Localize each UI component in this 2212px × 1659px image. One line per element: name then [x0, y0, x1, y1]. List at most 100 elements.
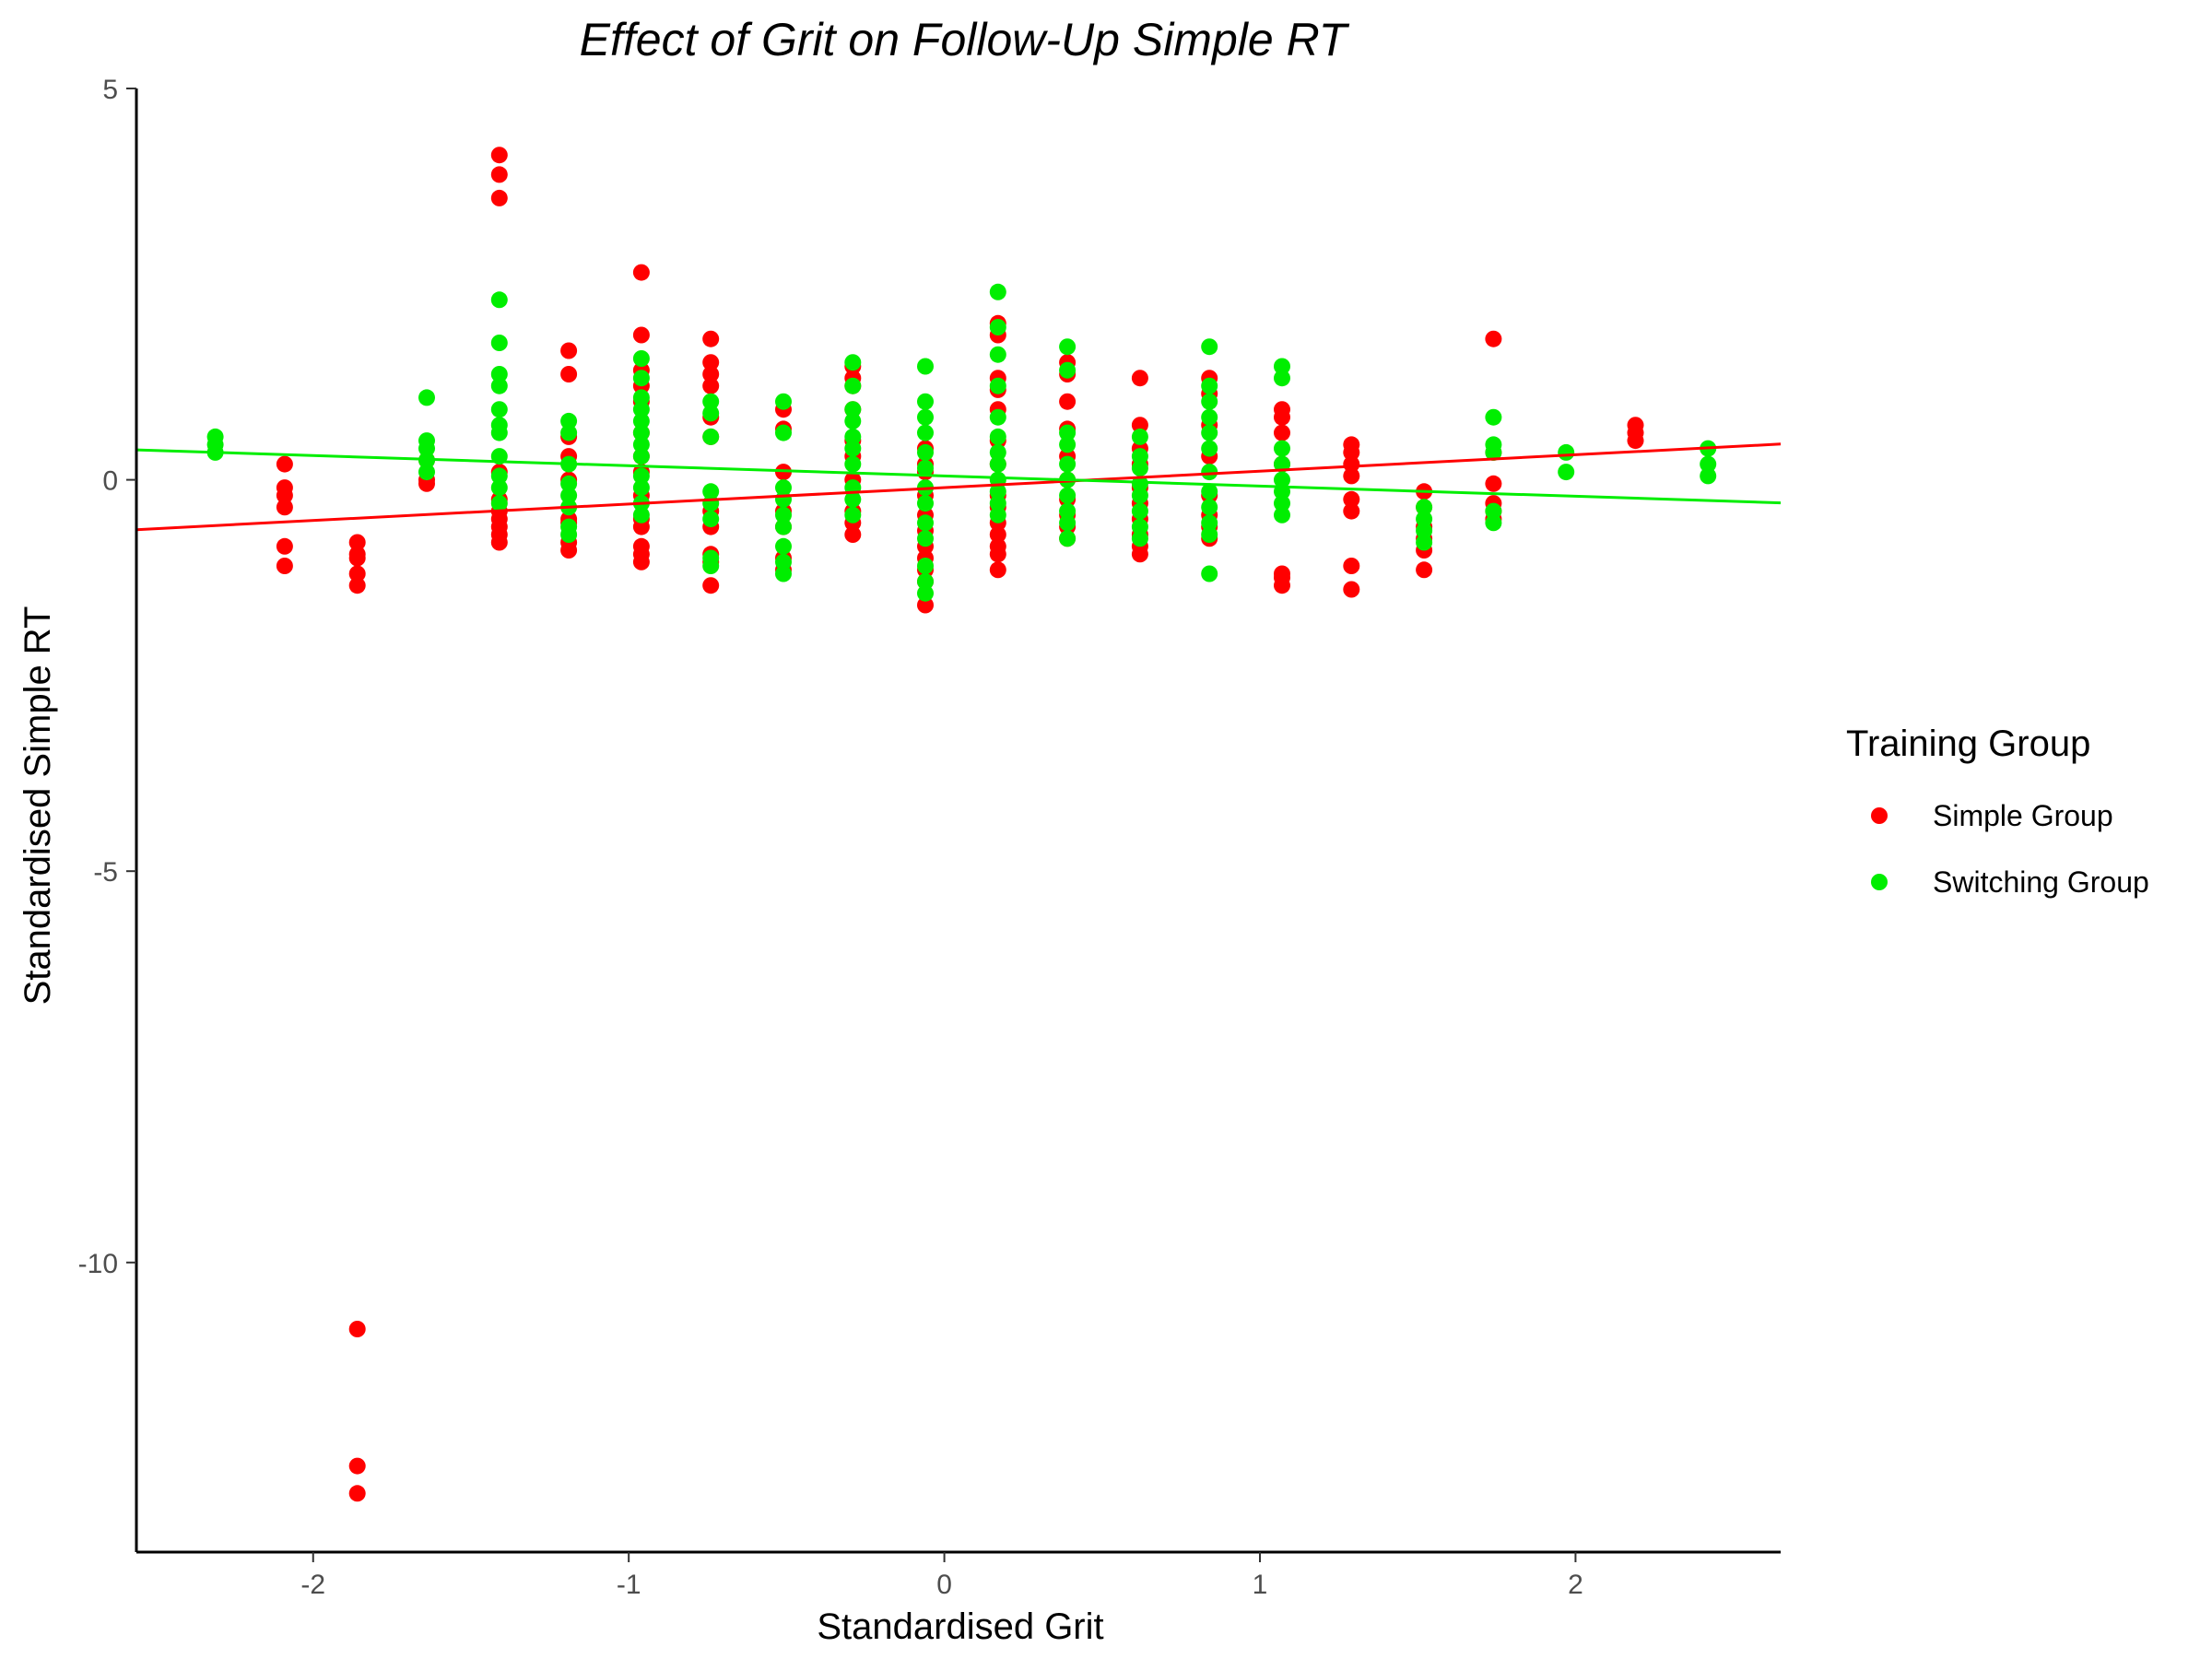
point-switching-group [702, 495, 720, 512]
point-simple-group [1274, 577, 1290, 594]
point-switching-group [844, 377, 862, 394]
point-switching-group [1059, 455, 1077, 473]
point-simple-group [1485, 475, 1502, 492]
legend-title: Training Group [1846, 724, 2090, 764]
point-switching-group [490, 377, 508, 394]
legend-key-switching-group [1871, 874, 1888, 890]
point-simple-group [276, 487, 293, 504]
point-switching-group [1416, 511, 1433, 528]
legend-label-switching-group: Switching Group [1933, 865, 2149, 899]
point-switching-group [917, 358, 934, 375]
point-switching-group [632, 436, 650, 453]
point-switching-group [632, 479, 650, 497]
point-switching-group [844, 401, 862, 418]
point-switching-group [844, 490, 862, 508]
point-switching-group [917, 495, 934, 512]
point-switching-group [1059, 436, 1077, 453]
point-switching-group [1131, 502, 1148, 520]
point-switching-group [917, 573, 934, 590]
point-switching-group [775, 424, 792, 441]
point-switching-group [490, 424, 508, 441]
point-simple-group [348, 565, 366, 582]
point-switching-group [490, 291, 508, 309]
point-simple-group [1274, 424, 1290, 441]
y-tick-label: 0 [102, 466, 118, 497]
point-switching-group [490, 479, 508, 497]
point-simple-group [1059, 393, 1077, 410]
point-switching-group [1201, 424, 1218, 441]
point-switching-group [1274, 495, 1290, 512]
point-simple-group [989, 561, 1006, 579]
point-switching-group [702, 393, 720, 410]
point-simple-group [1131, 546, 1148, 563]
y-axis-title: Standardised Simple RT [18, 606, 58, 1006]
point-switching-group [844, 412, 862, 429]
point-switching-group [702, 483, 720, 500]
point-simple-group [632, 553, 650, 571]
point-simple-group [1343, 502, 1360, 520]
x-axis-ticks: -2 -1 0 1 2 [300, 1552, 1583, 1600]
point-simple-group [632, 326, 650, 344]
point-switching-group [775, 479, 792, 497]
point-simple-group [702, 577, 720, 594]
point-switching-group [1485, 502, 1502, 520]
point-switching-group [560, 526, 578, 543]
point-switching-group [1700, 467, 1717, 485]
point-simple-group [348, 534, 366, 551]
point-simple-group [702, 366, 720, 382]
point-switching-group [1059, 338, 1077, 356]
trend-line-simple-group [135, 442, 1782, 532]
point-switching-group [702, 511, 720, 528]
point-switching-group [917, 393, 934, 410]
x-tick-label: -2 [300, 1570, 325, 1600]
point-switching-group [1131, 518, 1148, 535]
point-switching-group [1201, 393, 1218, 410]
point-switching-group [1131, 448, 1148, 465]
point-switching-group [989, 283, 1006, 300]
point-switching-group [989, 408, 1006, 426]
point-switching-group [844, 506, 862, 524]
point-switching-group [632, 448, 650, 465]
point-switching-group [989, 506, 1006, 524]
point-simple-group [348, 549, 366, 567]
point-simple-group [348, 577, 366, 594]
point-switching-group [632, 506, 650, 524]
legend-key-simple-group [1871, 807, 1888, 824]
point-switching-group [989, 455, 1006, 473]
series-switching-group [206, 283, 1717, 602]
point-simple-group [1627, 432, 1644, 450]
point-simple-group [276, 499, 293, 516]
point-simple-group [490, 166, 508, 183]
point-switching-group [917, 514, 934, 532]
point-simple-group [276, 558, 293, 574]
series-simple-group [276, 147, 1644, 1502]
point-switching-group [1558, 443, 1575, 461]
point-switching-group [775, 537, 792, 555]
point-switching-group [702, 428, 720, 445]
point-switching-group [1059, 502, 1077, 520]
point-switching-group [632, 370, 650, 387]
point-switching-group [1131, 428, 1148, 445]
point-switching-group [1201, 499, 1218, 516]
point-switching-group [702, 558, 720, 574]
point-switching-group [1059, 530, 1077, 547]
point-switching-group [1485, 514, 1502, 532]
point-simple-group [1343, 490, 1360, 508]
point-switching-group [1201, 408, 1218, 426]
point-switching-group [1201, 514, 1218, 532]
point-simple-group [1416, 561, 1433, 579]
point-switching-group [1274, 471, 1290, 488]
point-switching-group [418, 389, 435, 406]
point-simple-group [560, 342, 578, 359]
point-switching-group [632, 389, 650, 406]
point-simple-group [418, 475, 435, 492]
point-switching-group [844, 440, 862, 457]
point-switching-group [1485, 408, 1502, 426]
point-switching-group [1201, 565, 1218, 582]
point-switching-group [989, 443, 1006, 461]
point-simple-group [632, 264, 650, 281]
trend-line-switching-group [135, 448, 1782, 505]
point-switching-group [1201, 338, 1218, 356]
point-switching-group [917, 530, 934, 547]
y-tick-label: -10 [78, 1249, 118, 1279]
